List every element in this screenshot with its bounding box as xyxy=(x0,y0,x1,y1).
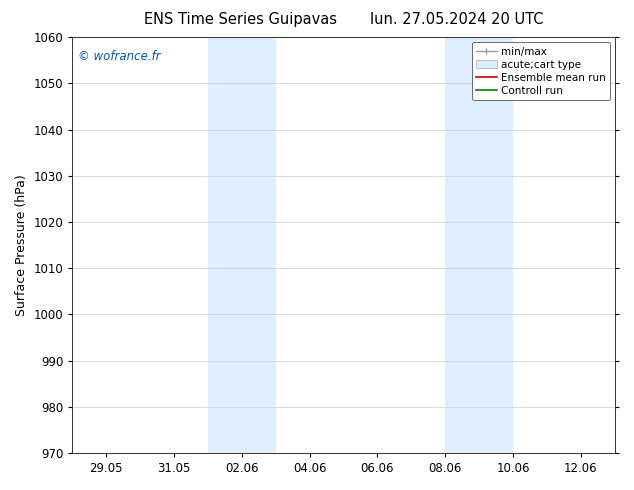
Y-axis label: Surface Pressure (hPa): Surface Pressure (hPa) xyxy=(15,174,28,316)
Bar xyxy=(445,37,513,453)
Bar xyxy=(208,37,276,453)
Text: © wofrance.fr: © wofrance.fr xyxy=(78,49,160,63)
Text: lun. 27.05.2024 20 UTC: lun. 27.05.2024 20 UTC xyxy=(370,12,543,27)
Text: ENS Time Series Guipavas: ENS Time Series Guipavas xyxy=(145,12,337,27)
Legend: min/max, acute;cart type, Ensemble mean run, Controll run: min/max, acute;cart type, Ensemble mean … xyxy=(472,42,610,100)
